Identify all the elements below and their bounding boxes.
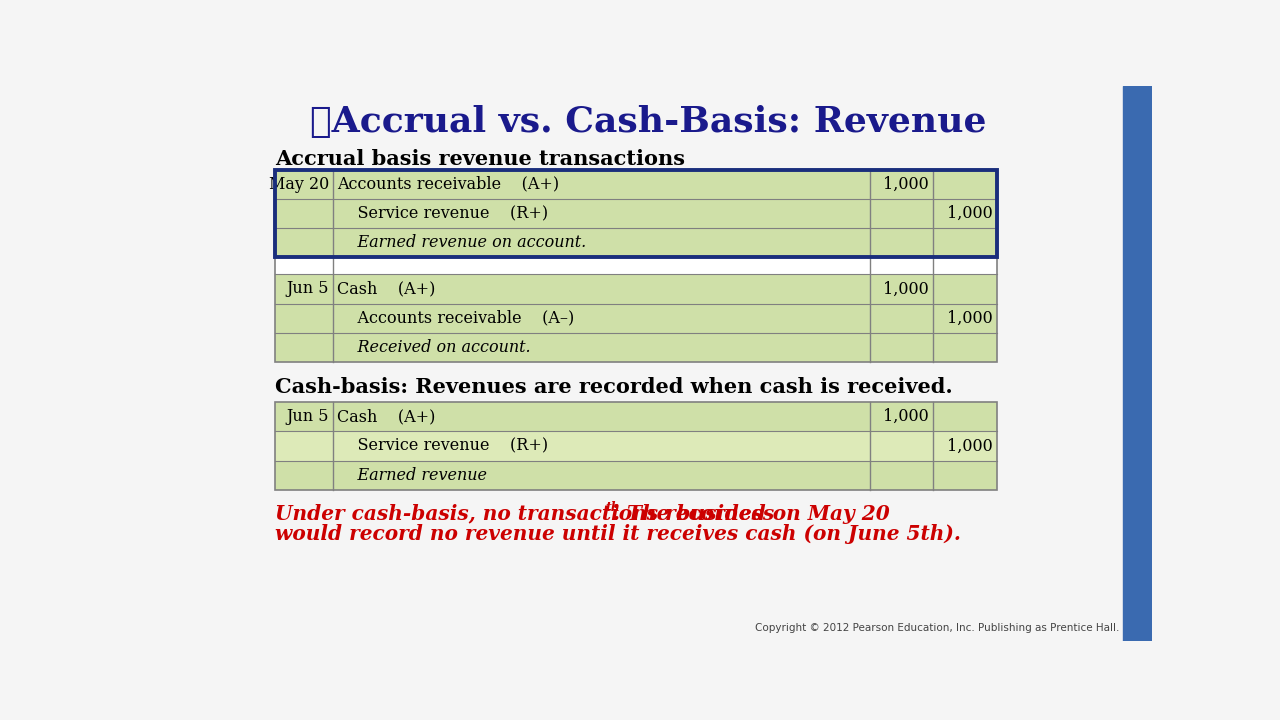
- Text: Copyright © 2012 Pearson Education, Inc. Publishing as Prentice Hall.: Copyright © 2012 Pearson Education, Inc.…: [755, 623, 1120, 633]
- Text: 1,000: 1,000: [947, 205, 992, 222]
- Text: 1,000: 1,000: [883, 408, 929, 426]
- Text: ❖Accrual vs. Cash-Basis: Revenue: ❖Accrual vs. Cash-Basis: Revenue: [310, 105, 987, 139]
- Text: Service revenue    (R+): Service revenue (R+): [338, 205, 549, 222]
- Text: Earned revenue: Earned revenue: [338, 467, 488, 484]
- Bar: [275, 257, 997, 274]
- Bar: [275, 199, 997, 228]
- Bar: [275, 228, 997, 257]
- Text: 1,000: 1,000: [883, 280, 929, 297]
- Text: th: th: [605, 500, 620, 513]
- Text: Accrual basis revenue transactions: Accrual basis revenue transactions: [275, 149, 685, 168]
- Text: 1,000: 1,000: [947, 310, 992, 327]
- Text: 1,000: 1,000: [883, 176, 929, 193]
- Text: . The business: . The business: [613, 504, 774, 523]
- Text: Jun 5: Jun 5: [287, 408, 329, 426]
- Text: Earned revenue on account.: Earned revenue on account.: [338, 234, 586, 251]
- Bar: [275, 169, 997, 362]
- Bar: [1124, 86, 1152, 641]
- Bar: [275, 169, 997, 199]
- Text: Service revenue    (R+): Service revenue (R+): [338, 438, 549, 454]
- Bar: [275, 431, 997, 461]
- Bar: [275, 274, 997, 304]
- Text: Cash    (A+): Cash (A+): [338, 408, 436, 426]
- Bar: [275, 304, 997, 333]
- Text: Accounts receivable    (A–): Accounts receivable (A–): [338, 310, 575, 327]
- Text: Cash-basis: Revenues are recorded when cash is received.: Cash-basis: Revenues are recorded when c…: [275, 377, 952, 397]
- Text: Accounts receivable    (A+): Accounts receivable (A+): [338, 176, 559, 193]
- Bar: [275, 402, 997, 490]
- Text: 1,000: 1,000: [947, 438, 992, 454]
- Text: Cash    (A+): Cash (A+): [338, 280, 436, 297]
- Text: Jun 5: Jun 5: [287, 280, 329, 297]
- Text: May 20: May 20: [269, 176, 329, 193]
- Text: Under cash-basis, no transactions recorded on May 20: Under cash-basis, no transactions record…: [275, 504, 890, 523]
- Bar: [275, 333, 997, 362]
- Bar: [275, 461, 997, 490]
- Text: would record no revenue until it receives cash (on June 5th).: would record no revenue until it receive…: [275, 524, 960, 544]
- Bar: [275, 402, 997, 431]
- Bar: [275, 169, 997, 257]
- Text: Received on account.: Received on account.: [338, 339, 531, 356]
